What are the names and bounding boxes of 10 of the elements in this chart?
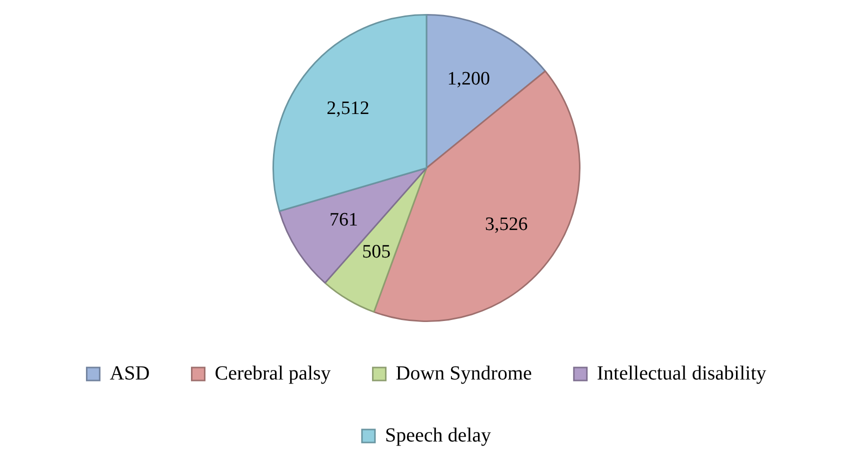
data-label: 2,512 xyxy=(326,98,370,120)
legend-label: Speech delay xyxy=(384,424,492,446)
data-label: 505 xyxy=(362,241,391,262)
legend-label: Down Syndrome xyxy=(396,362,532,384)
legend-label: Intellectual disability xyxy=(596,362,766,384)
legend-label: Cerebral palsy xyxy=(214,362,331,384)
data-label: 761 xyxy=(329,210,358,231)
data-label: 1,200 xyxy=(447,68,490,90)
legend-label: ASD xyxy=(110,362,150,384)
data-label: 3,526 xyxy=(485,214,528,235)
